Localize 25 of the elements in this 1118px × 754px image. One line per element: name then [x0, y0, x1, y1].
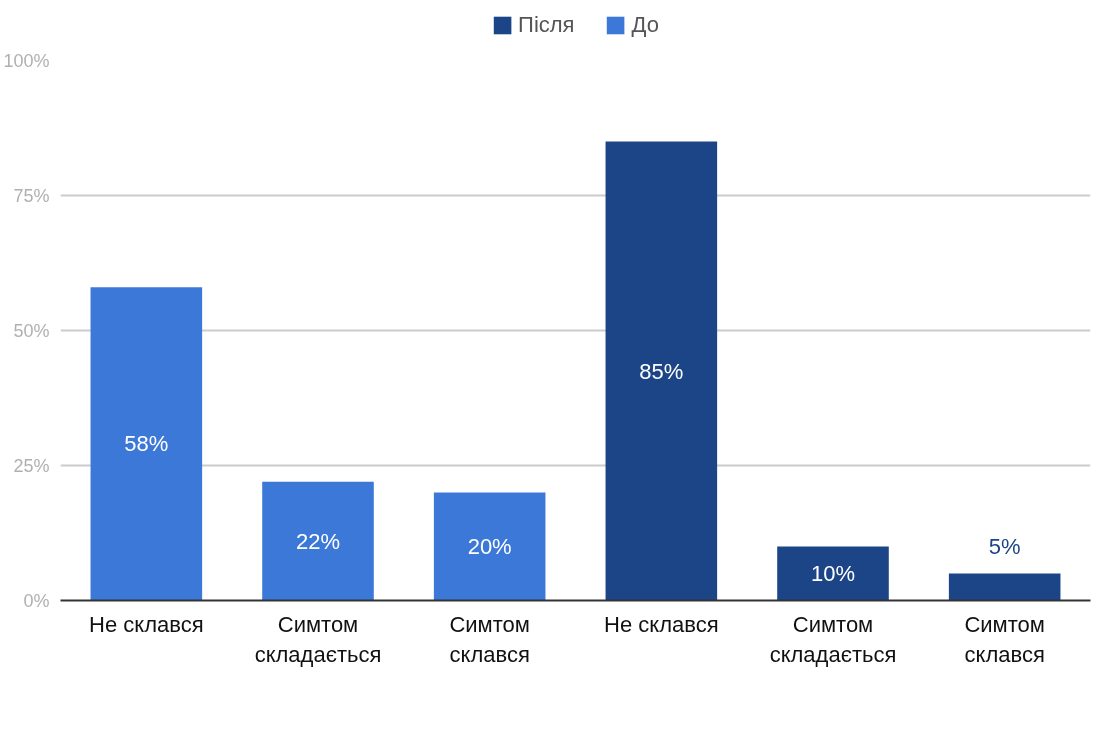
y-tick-label: 75%: [13, 185, 50, 206]
data-label: 85%: [639, 358, 684, 384]
x-tick-label: Не склався: [89, 611, 204, 637]
y-tick-label: 25%: [13, 455, 50, 476]
x-tick-label: Симтом склався: [449, 611, 530, 667]
data-label: 5%: [988, 534, 1021, 559]
y-tick-label: 100%: [3, 50, 50, 71]
x-tick-label: Симтом складається: [254, 611, 382, 667]
bar: [262, 481, 374, 601]
y-tick-label: 0%: [23, 590, 50, 611]
data-label: 22%: [295, 528, 341, 554]
bar: [777, 546, 889, 601]
x-tick-label: Не склався: [604, 611, 719, 637]
bar: [605, 141, 718, 601]
legend-label: Після: [518, 12, 575, 38]
data-label: 10%: [810, 561, 856, 586]
data-label: 20%: [467, 534, 512, 559]
bar: [433, 492, 546, 601]
x-tick-label: Симтом складається: [769, 611, 897, 667]
bar: [948, 573, 1061, 601]
bar: [90, 287, 203, 601]
data-label: 58%: [124, 431, 169, 457]
legend-label: До: [631, 12, 659, 38]
x-tick-label: Симтом склався: [964, 611, 1045, 667]
y-tick-label: 50%: [13, 320, 50, 341]
